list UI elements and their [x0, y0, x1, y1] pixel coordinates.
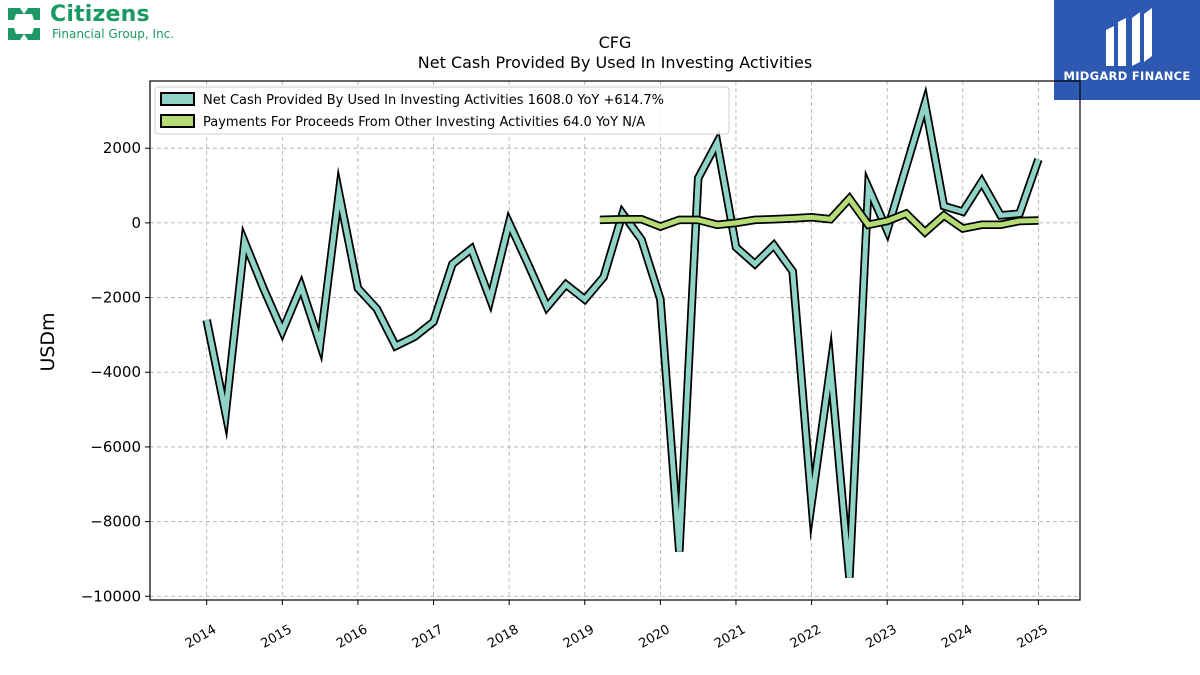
- y-tick-label: 2000: [103, 139, 141, 157]
- x-tick-label: 2023: [863, 622, 899, 652]
- y-tick-label: 0: [131, 214, 141, 232]
- legend-swatch-1: [160, 92, 195, 106]
- legend-box: [154, 86, 730, 135]
- x-tick-label: 2017: [410, 622, 446, 652]
- midgard-logo-icon: [1106, 8, 1152, 66]
- company-logo: Citizens Financial Group, Inc.: [4, 2, 194, 46]
- citizens-logo-icon: [8, 8, 40, 40]
- x-tick-label: 2025: [1015, 622, 1051, 652]
- y-tick-label: −6000: [90, 438, 141, 456]
- series-line-1: [204, 92, 1041, 578]
- chart-title: CFG: [599, 33, 632, 52]
- x-tick-label: 2024: [939, 622, 975, 652]
- x-tick-label: 2016: [334, 622, 370, 652]
- series-outline-1: [202, 85, 1043, 578]
- y-axis-label: USDm: [37, 312, 59, 371]
- plot-frame: [149, 80, 1081, 601]
- y-tick-label: −8000: [90, 513, 141, 531]
- y-tick-label: −4000: [90, 363, 141, 381]
- y-tick-label: −10000: [81, 587, 141, 605]
- grid: [150, 81, 1080, 600]
- x-tick-label: 2015: [258, 622, 294, 652]
- legend-label-2: Payments For Proceeds From Other Investi…: [203, 115, 645, 130]
- x-tick-label: 2021: [712, 622, 748, 652]
- legend-label-1: Net Cash Provided By Used In Investing A…: [203, 93, 664, 108]
- legend: Net Cash Provided By Used In Investing A…: [154, 86, 730, 135]
- brand-name: MIDGARD FINANCE: [1063, 69, 1191, 83]
- company-subtitle: Financial Group, Inc.: [52, 27, 175, 41]
- company-name: Citizens: [50, 2, 150, 27]
- chart-subtitle: Net Cash Provided By Used In Investing A…: [418, 53, 812, 72]
- series-layer: [202, 85, 1043, 578]
- legend-swatch-2: [160, 114, 195, 128]
- series-line-2: [599, 194, 1039, 236]
- x-tick-label: 2022: [788, 622, 824, 652]
- y-tick-label: −2000: [90, 289, 141, 307]
- x-tick-label: 2014: [183, 622, 219, 652]
- x-tick-label: 2018: [485, 622, 521, 652]
- brand-logo: MIDGARD FINANCE: [1054, 0, 1200, 100]
- x-tick-label: 2019: [561, 622, 597, 652]
- x-tick-label: 2020: [637, 622, 673, 652]
